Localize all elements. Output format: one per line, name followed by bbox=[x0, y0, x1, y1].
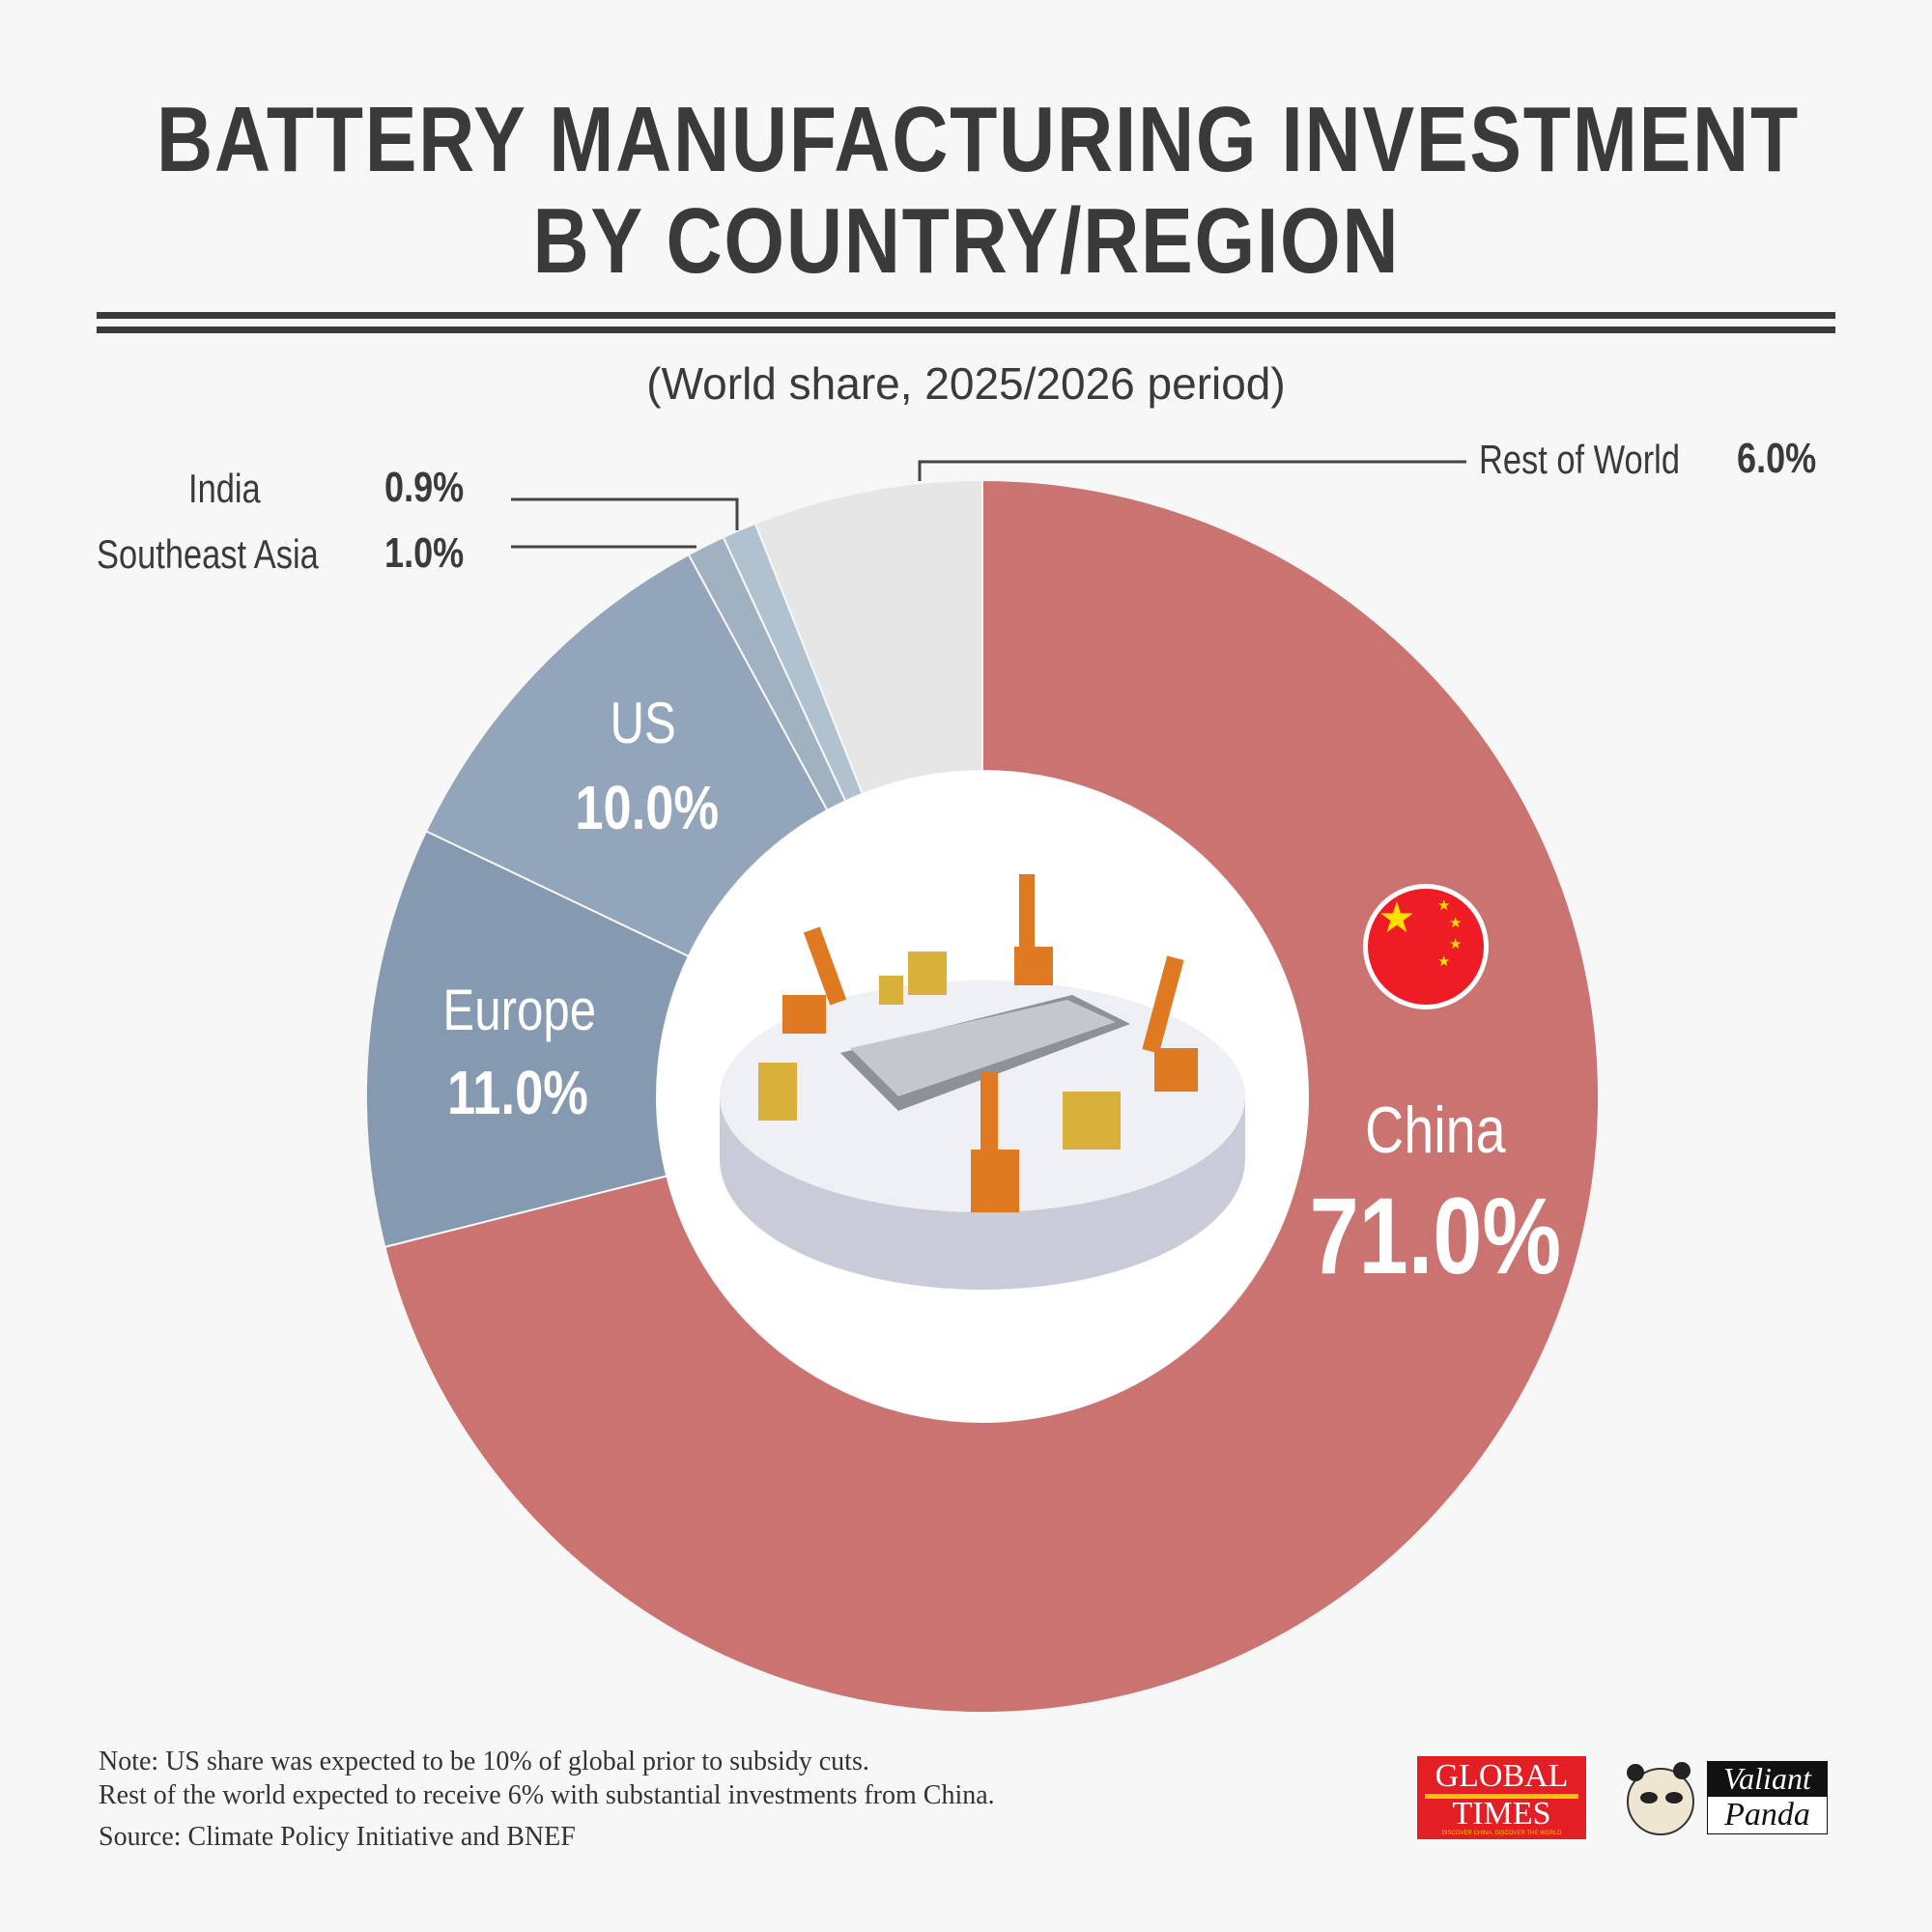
india-value-text: 0.9% bbox=[384, 464, 465, 511]
global-times-line2: TIMES bbox=[1452, 1796, 1551, 1832]
label-southeast-asia: Southeast Asia bbox=[97, 531, 367, 578]
svg-text:★: ★ bbox=[1437, 896, 1450, 914]
global-times-tagline: DISCOVER CHINA, DISCOVER THE WORLD bbox=[1441, 1831, 1562, 1836]
rest-of-world-value-text: 6.0% bbox=[1737, 435, 1817, 482]
chart-subtitle: (World share, 2025/2026 period) bbox=[0, 357, 1932, 410]
india-label-text: India bbox=[188, 466, 261, 511]
europe-value-text: 11.0% bbox=[447, 1058, 588, 1127]
svg-text:★: ★ bbox=[1449, 914, 1462, 931]
svg-text:★: ★ bbox=[1437, 952, 1450, 970]
china-flag-icon: ★ ★ ★ ★ ★ bbox=[1363, 884, 1489, 1009]
global-times-line1: GLOBAL bbox=[1435, 1758, 1569, 1794]
label-europe: Europe bbox=[375, 978, 665, 1043]
southeast-asia-label-text: Southeast Asia bbox=[97, 531, 319, 577]
us-value-text: 10.0% bbox=[575, 773, 720, 842]
label-us: US bbox=[498, 691, 788, 756]
title-rule-bottom bbox=[97, 327, 1835, 333]
label-india: India bbox=[188, 466, 276, 512]
global-times-logo: GLOBAL TIMES DISCOVER CHINA, DISCOVER TH… bbox=[1417, 1756, 1586, 1839]
panda-text: Panda bbox=[1707, 1796, 1828, 1834]
label-rest-of-world: Rest of World bbox=[1479, 437, 1724, 483]
value-southeast-asia: 1.0% bbox=[384, 529, 481, 578]
valiant-text: Valiant bbox=[1707, 1761, 1828, 1796]
source-text: Source: Climate Policy Initiative and BN… bbox=[99, 1822, 576, 1852]
title-line-2-text: BY COUNTRY/REGION bbox=[532, 189, 1400, 293]
svg-text:★: ★ bbox=[1449, 935, 1462, 952]
leader-line-rest-of-world bbox=[918, 460, 1466, 481]
note-line-1: Note: US share was expected to be 10% of… bbox=[99, 1747, 869, 1776]
china-value-text: 71.0% bbox=[1309, 1176, 1562, 1296]
title-line-1-text: BATTERY MANUFACTURING INVESTMENT bbox=[156, 88, 1800, 191]
title-rule-top bbox=[97, 312, 1835, 319]
europe-label-text: Europe bbox=[442, 978, 597, 1042]
value-rest-of-world: 6.0% bbox=[1737, 435, 1833, 483]
value-china: 71.0% bbox=[1242, 1177, 1629, 1296]
svg-text:★: ★ bbox=[1378, 894, 1415, 943]
china-label-text: China bbox=[1365, 1094, 1506, 1167]
title-line-1: BATTERY MANUFACTURING INVESTMENT bbox=[0, 89, 1932, 190]
southeast-asia-value-text: 1.0% bbox=[384, 529, 465, 577]
value-europe: 11.0% bbox=[373, 1058, 663, 1127]
title-line-2: BY COUNTRY/REGION bbox=[0, 190, 1932, 292]
subtitle-text: (World share, 2025/2026 period) bbox=[646, 358, 1286, 409]
us-label-text: US bbox=[610, 691, 677, 755]
label-china: China bbox=[1291, 1094, 1580, 1167]
note-line-2: Rest of the world expected to receive 6%… bbox=[99, 1780, 995, 1810]
value-us: 10.0% bbox=[502, 773, 792, 842]
rest-of-world-label-text: Rest of World bbox=[1479, 437, 1680, 482]
value-india: 0.9% bbox=[384, 464, 481, 512]
battery-factory-illustration bbox=[720, 874, 1245, 1290]
valiant-panda-logo: Valiant Panda bbox=[1620, 1759, 1830, 1836]
leader-line-india bbox=[511, 497, 739, 530]
panda-icon bbox=[1627, 1762, 1694, 1835]
